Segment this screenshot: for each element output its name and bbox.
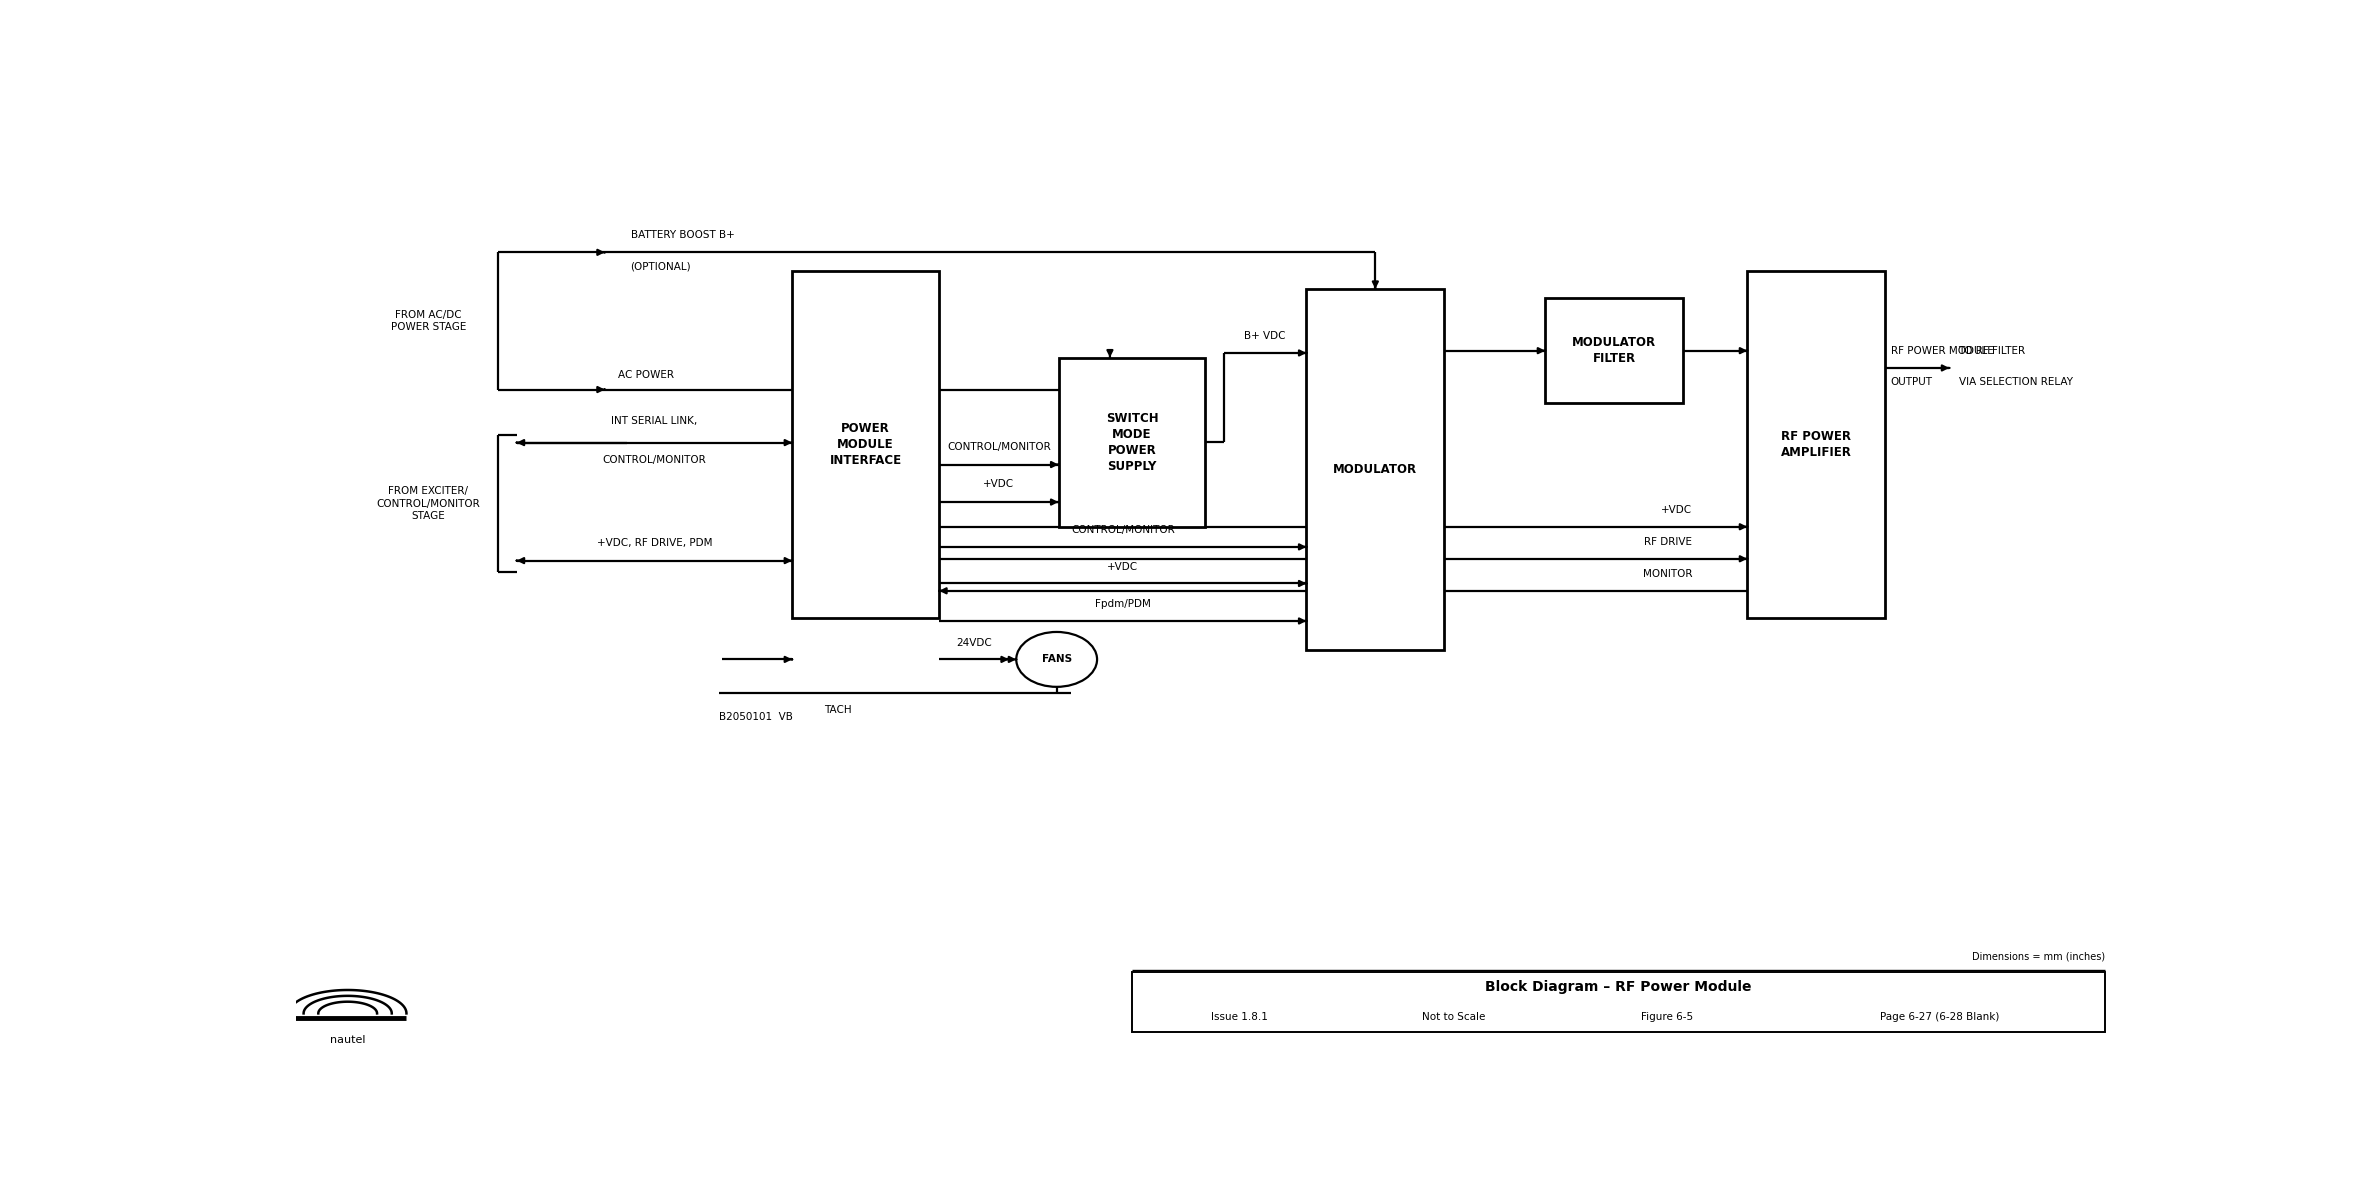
Text: VIA SELECTION RELAY: VIA SELECTION RELAY (1958, 377, 2071, 387)
Text: Issue 1.8.1: Issue 1.8.1 (1211, 1012, 1268, 1022)
Text: BATTERY BOOST B+: BATTERY BOOST B+ (630, 229, 735, 240)
Text: Dimensions = mm (inches): Dimensions = mm (inches) (1972, 952, 2105, 961)
Text: +VDC, RF DRIVE, PDM: +VDC, RF DRIVE, PDM (597, 538, 711, 548)
Text: TO RF FILTER: TO RF FILTER (1958, 346, 2026, 356)
Text: CONTROL/MONITOR: CONTROL/MONITOR (602, 455, 706, 466)
Text: FROM EXCITER/
CONTROL/MONITOR
STAGE: FROM EXCITER/ CONTROL/MONITOR STAGE (377, 487, 481, 522)
Text: FROM AC/DC
POWER STAGE: FROM AC/DC POWER STAGE (391, 310, 467, 333)
Bar (1747, 271, 1884, 618)
Bar (792, 271, 939, 618)
Text: B+ VDC: B+ VDC (1244, 331, 1287, 341)
Text: nautel: nautel (329, 1036, 365, 1045)
Bar (1306, 289, 1443, 650)
Text: Not to Scale: Not to Scale (1422, 1012, 1486, 1022)
Text: RF POWER MODULE: RF POWER MODULE (1891, 346, 1993, 356)
Text: +VDC: +VDC (1107, 562, 1138, 571)
Text: INT SERIAL LINK,: INT SERIAL LINK, (611, 416, 697, 426)
Text: RF POWER
AMPLIFIER: RF POWER AMPLIFIER (1780, 430, 1851, 459)
Text: 24VDC: 24VDC (955, 638, 993, 647)
Text: CONTROL/MONITOR: CONTROL/MONITOR (948, 442, 1050, 451)
Text: TACH: TACH (825, 706, 851, 715)
Text: Page 6-27 (6-28 Blank): Page 6-27 (6-28 Blank) (1879, 1012, 2000, 1022)
Text: (OPTIONAL): (OPTIONAL) (630, 261, 692, 272)
Text: AC POWER: AC POWER (619, 371, 673, 380)
Text: Block Diagram – RF Power Module: Block Diagram – RF Power Module (1486, 980, 1751, 994)
Text: OUTPUT: OUTPUT (1891, 377, 1932, 387)
Text: Figure 6-5: Figure 6-5 (1642, 1012, 1695, 1022)
Text: CONTROL/MONITOR: CONTROL/MONITOR (1071, 525, 1176, 535)
Text: MODULATOR
FILTER: MODULATOR FILTER (1571, 336, 1657, 365)
Text: Fpdm/PDM: Fpdm/PDM (1095, 599, 1152, 609)
Bar (1059, 358, 1206, 526)
Text: POWER
MODULE
INTERFACE: POWER MODULE INTERFACE (830, 422, 901, 467)
Text: +VDC: +VDC (984, 479, 1014, 489)
Text: B2050101  VB: B2050101 VB (718, 712, 792, 721)
Bar (1545, 298, 1683, 403)
Text: MODULATOR: MODULATOR (1334, 463, 1417, 476)
Text: RF DRIVE: RF DRIVE (1645, 537, 1692, 546)
Text: +VDC: +VDC (1661, 505, 1692, 514)
Text: MONITOR: MONITOR (1642, 569, 1692, 579)
Text: FANS: FANS (1040, 655, 1071, 664)
Bar (1133, 972, 2105, 1031)
Text: SWITCH
MODE
POWER
SUPPLY: SWITCH MODE POWER SUPPLY (1107, 412, 1159, 473)
